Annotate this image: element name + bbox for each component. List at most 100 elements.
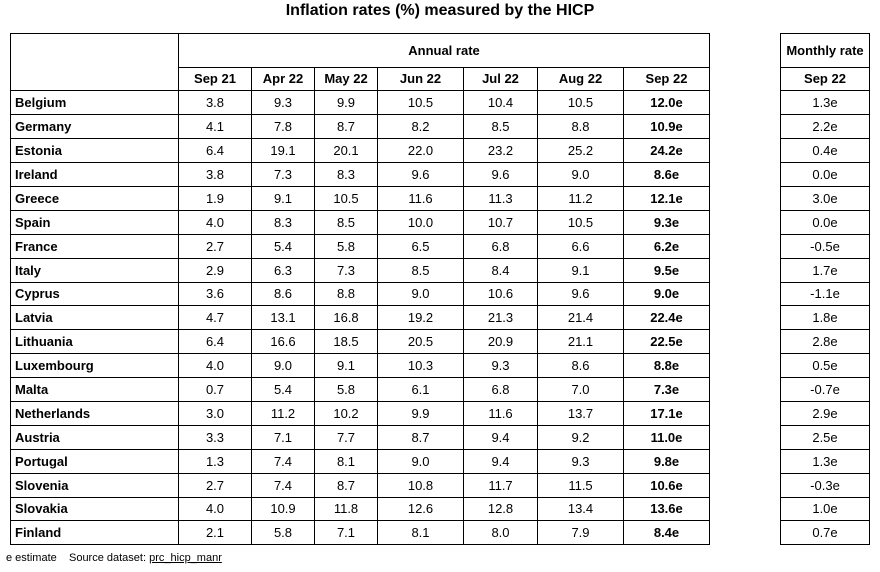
rate-cell: 9.9	[377, 400, 464, 426]
rate-cell: 17.1e	[623, 400, 710, 426]
table-row: 0.7e	[780, 520, 870, 546]
source-dataset-link[interactable]: prc_hicp_manr	[149, 552, 222, 564]
monthly-rate-cell: 2.2e	[780, 114, 870, 140]
rate-cell: 2.7	[178, 233, 252, 259]
rate-cell: 9.6	[377, 162, 464, 187]
table-corner-lower	[10, 67, 179, 92]
table-row: 0.4e	[780, 138, 870, 164]
rate-cell: 10.7	[463, 209, 538, 235]
rate-cell: 9.9	[314, 90, 378, 116]
rate-cell: 8.0	[463, 520, 538, 546]
footer: e estimate Source dataset: prc_hicp_manr	[6, 552, 222, 564]
country-name: Portugal	[10, 448, 179, 474]
table-row: 1.0e	[780, 496, 870, 522]
rate-cell: 3.8	[178, 162, 252, 187]
monthly-rate-cell: 3.0e	[780, 185, 870, 211]
rate-cell: 21.3	[463, 305, 538, 331]
footer-note: e estimate	[6, 552, 57, 564]
rate-cell: 9.0	[251, 353, 315, 379]
column-header: Sep 21	[178, 66, 252, 92]
table-row: Greece 1.9 9.1 10.5 11.6 11.3 11.2 12.1e	[10, 185, 710, 211]
rate-cell: 6.2e	[623, 233, 710, 259]
table-row: Netherlands 3.0 11.2 10.2 9.9 11.6 13.7 17.1e	[10, 400, 710, 426]
rate-cell: 21.1	[537, 329, 624, 355]
rate-cell: 9.3e	[623, 209, 710, 235]
rate-cell: 6.8	[463, 377, 538, 402]
rate-cell: 19.2	[377, 305, 464, 331]
rate-cell: 13.4	[537, 496, 624, 522]
rate-cell: 23.2	[463, 138, 538, 164]
rate-cell: 10.4	[463, 90, 538, 116]
table-row: Cyprus 3.6 8.6 8.8 9.0 10.6 9.6 9.0e	[10, 281, 710, 307]
country-name: Slovenia	[10, 472, 179, 498]
rate-cell: 7.0	[537, 377, 624, 402]
monthly-rate-cell: 0.4e	[780, 138, 870, 164]
rate-cell: 6.4	[178, 329, 252, 355]
rate-cell: 16.8	[314, 305, 378, 331]
rate-cell: 19.1	[251, 138, 315, 164]
rate-cell: 10.6e	[623, 472, 710, 498]
monthly-rate-cell: 0.0e	[780, 209, 870, 235]
rate-cell: 6.3	[251, 257, 315, 283]
rate-cell: 9.1	[251, 185, 315, 211]
rate-cell: 10.5	[537, 209, 624, 235]
rate-cell: 8.3	[314, 162, 378, 187]
table-row: 0.5e	[780, 353, 870, 379]
rate-cell: 2.7	[178, 472, 252, 498]
monthly-rate-cell: 1.7e	[780, 257, 870, 283]
rate-cell: 8.5	[377, 257, 464, 283]
rate-cell: 10.5	[314, 185, 378, 211]
rate-cell: 22.0	[377, 138, 464, 164]
rate-cell: 16.6	[251, 329, 315, 355]
monthly-rate-cell: -0.7e	[780, 377, 870, 402]
table-row: Austria 3.3 7.1 7.7 8.7 9.4 9.2 11.0e	[10, 424, 710, 450]
rate-cell: 11.2	[537, 185, 624, 211]
table-row: Italy 2.9 6.3 7.3 8.5 8.4 9.1 9.5e	[10, 257, 710, 283]
rate-cell: 9.2	[537, 424, 624, 450]
annual-rate-table: Annual rate Sep 21 Apr 22 May 22 Jun 22 Jul …	[10, 33, 710, 546]
rate-cell: 5.4	[251, 377, 315, 402]
monthly-rate-cell: 2.9e	[780, 400, 870, 426]
rate-cell: 5.8	[314, 377, 378, 402]
table-row: 0.0e	[780, 209, 870, 235]
table-corner	[10, 33, 179, 67]
rate-cell: 10.8	[377, 472, 464, 498]
table-row: 1.7e	[780, 257, 870, 283]
country-name: Italy	[10, 257, 179, 283]
country-name: Slovakia	[10, 496, 179, 522]
table-row: Portugal 1.3 7.4 8.1 9.0 9.4 9.3 9.8e	[10, 448, 710, 474]
rate-cell: 8.6	[251, 281, 315, 307]
table-row: Ireland 3.8 7.3 8.3 9.6 9.6 9.0 8.6e	[10, 162, 710, 187]
rate-cell: 10.9e	[623, 114, 710, 140]
rate-cell: 9.6	[537, 281, 624, 307]
rate-cell: 22.4e	[623, 305, 710, 331]
rate-cell: 11.3	[463, 185, 538, 211]
monthly-rate-cell: 0.7e	[780, 520, 870, 546]
rate-cell: 7.3	[314, 257, 378, 283]
rate-cell: 5.8	[314, 233, 378, 259]
rate-cell: 5.4	[251, 233, 315, 259]
rate-cell: 0.7	[178, 377, 252, 402]
rate-cell: 8.7	[314, 472, 378, 498]
rate-cell: 13.6e	[623, 496, 710, 522]
monthly-rate-cell: 1.3e	[780, 90, 870, 116]
rate-cell: 8.2	[377, 114, 464, 140]
rate-cell: 9.0	[377, 448, 464, 474]
country-name: Belgium	[10, 90, 179, 116]
rate-cell: 6.5	[377, 233, 464, 259]
table-row: Luxembourg 4.0 9.0 9.1 10.3 9.3 8.6 8.8e	[10, 353, 710, 379]
table-row: -0.3e	[780, 472, 870, 498]
rate-cell: 8.4	[463, 257, 538, 283]
country-name: Finland	[10, 520, 179, 546]
rate-cell: 8.4e	[623, 520, 710, 546]
rate-cell: 7.1	[251, 424, 315, 450]
column-header: Sep 22	[623, 66, 710, 92]
rate-cell: 25.2	[537, 138, 624, 164]
rate-cell: 22.5e	[623, 329, 710, 355]
table-row: Finland 2.1 5.8 7.1 8.1 8.0 7.9 8.4e	[10, 520, 710, 546]
column-header: Jul 22	[463, 66, 538, 92]
rate-cell: 8.7	[314, 114, 378, 140]
rate-cell: 20.1	[314, 138, 378, 164]
country-name: Luxembourg	[10, 353, 179, 379]
rate-cell: 7.3	[251, 162, 315, 187]
